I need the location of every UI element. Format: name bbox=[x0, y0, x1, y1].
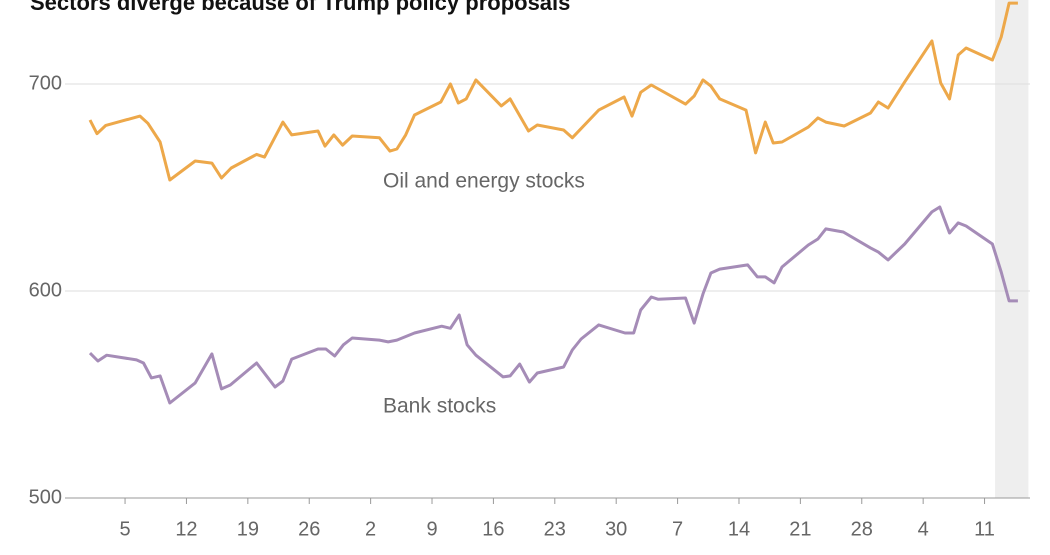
x-tick-label: 9 bbox=[426, 518, 437, 540]
y-tick-label: 700 bbox=[29, 72, 62, 94]
series-label: Bank stocks bbox=[383, 395, 496, 418]
x-tick-label: 23 bbox=[544, 518, 566, 540]
x-tick-label: 12 bbox=[175, 518, 197, 540]
x-tick-label: 26 bbox=[298, 518, 320, 540]
x-tick-label: 11 bbox=[974, 518, 995, 540]
x-tick-label: 2 bbox=[365, 518, 376, 540]
y-tick-label: 500 bbox=[29, 486, 62, 508]
x-tick-label: 5 bbox=[119, 518, 130, 540]
y-tick-label: 600 bbox=[29, 279, 62, 301]
x-tick-label: 28 bbox=[851, 518, 873, 540]
x-tick-label: 21 bbox=[789, 518, 811, 540]
x-tick-label: 19 bbox=[237, 518, 259, 540]
highlight-band bbox=[995, 0, 1029, 498]
series-line bbox=[88, 205, 1018, 405]
x-tick-label: 4 bbox=[918, 518, 929, 540]
series-line bbox=[88, 1, 1018, 182]
x-tick-label: 16 bbox=[482, 518, 504, 540]
chart-title: Sectors diverge because of Trump policy … bbox=[30, 0, 570, 15]
series-label: Oil and energy stocks bbox=[383, 170, 585, 193]
x-tick-label: 14 bbox=[728, 518, 750, 540]
x-tick-label: 7 bbox=[672, 518, 683, 540]
x-tick-label: 30 bbox=[605, 518, 627, 540]
